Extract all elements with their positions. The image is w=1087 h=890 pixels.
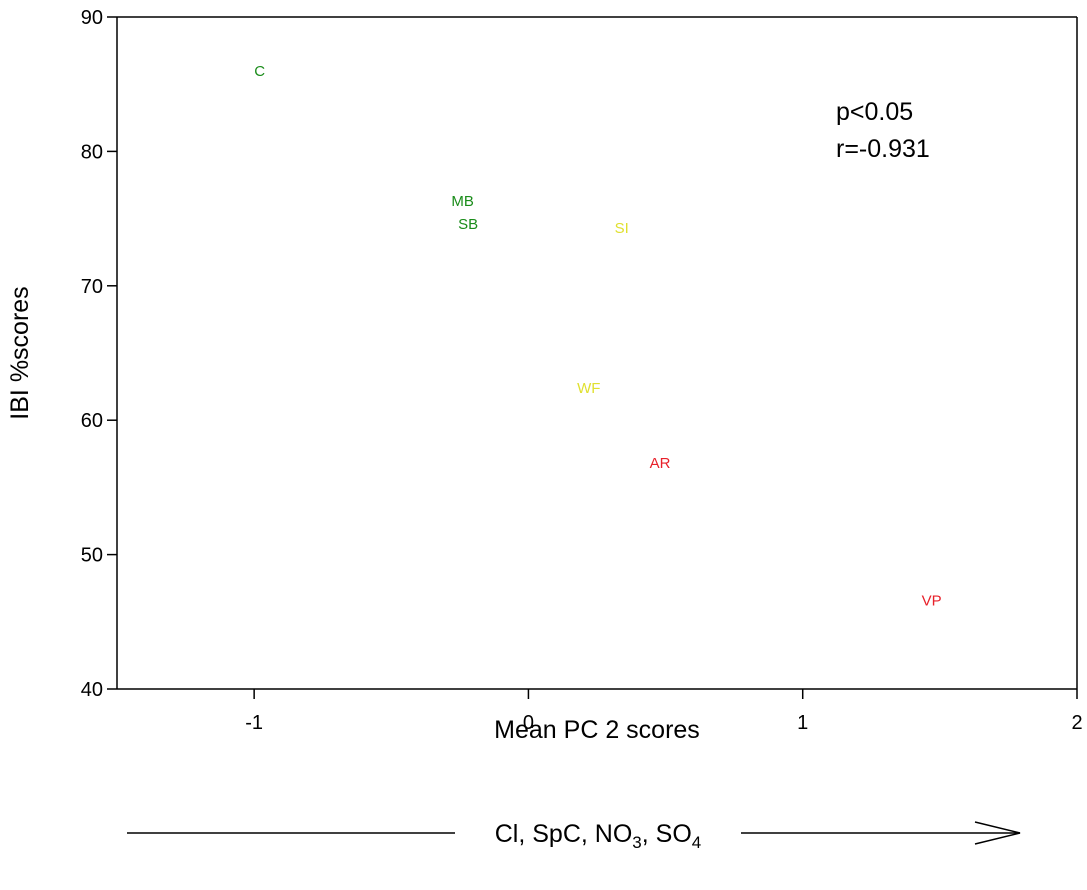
x-tick-label: -1 [245,712,263,734]
y-tick-label: 40 [81,679,103,701]
gradient-arrow: Cl, SpC, NO3, SO4 [127,820,1021,852]
y-tick-label: 90 [81,7,103,29]
data-point-ar: AR [650,455,671,472]
gradient-label-mid: , SO [642,820,692,848]
data-point-si: SI [615,220,629,237]
data-point-c: C [254,63,265,80]
data-point-wf: WF [577,380,600,397]
x-tick-label: 1 [797,712,808,734]
x-tick-label: 0 [523,712,534,734]
data-point-sb: SB [458,216,478,233]
gradient-label-sub1: 3 [632,833,641,852]
data-points: C MB SB SI WF AR VP [254,63,941,610]
y-tick-label: 70 [81,276,103,298]
gradient-label: Cl, SpC, NO3, SO4 [495,820,701,852]
p-value-annotation: p<0.05 [836,98,913,126]
y-ticks: 40 50 60 70 80 90 [81,7,117,701]
gradient-label-sub2: 4 [692,833,701,852]
data-point-vp: VP [922,592,942,609]
y-tick-label: 80 [81,141,103,163]
y-axis-title: IBI %scores [6,286,34,419]
x-tick-label: 2 [1071,712,1082,734]
gradient-label-prefix: Cl, SpC, NO [495,820,633,848]
r-value-annotation: r=-0.931 [836,135,930,163]
x-ticks: -1 0 1 2 [245,689,1083,734]
data-point-mb: MB [451,193,474,210]
arrow-head [974,821,1021,845]
y-tick-label: 60 [81,410,103,432]
axes [116,16,1078,690]
x-axis-title: Mean PC 2 scores [494,716,700,744]
y-tick-label: 50 [81,545,103,567]
